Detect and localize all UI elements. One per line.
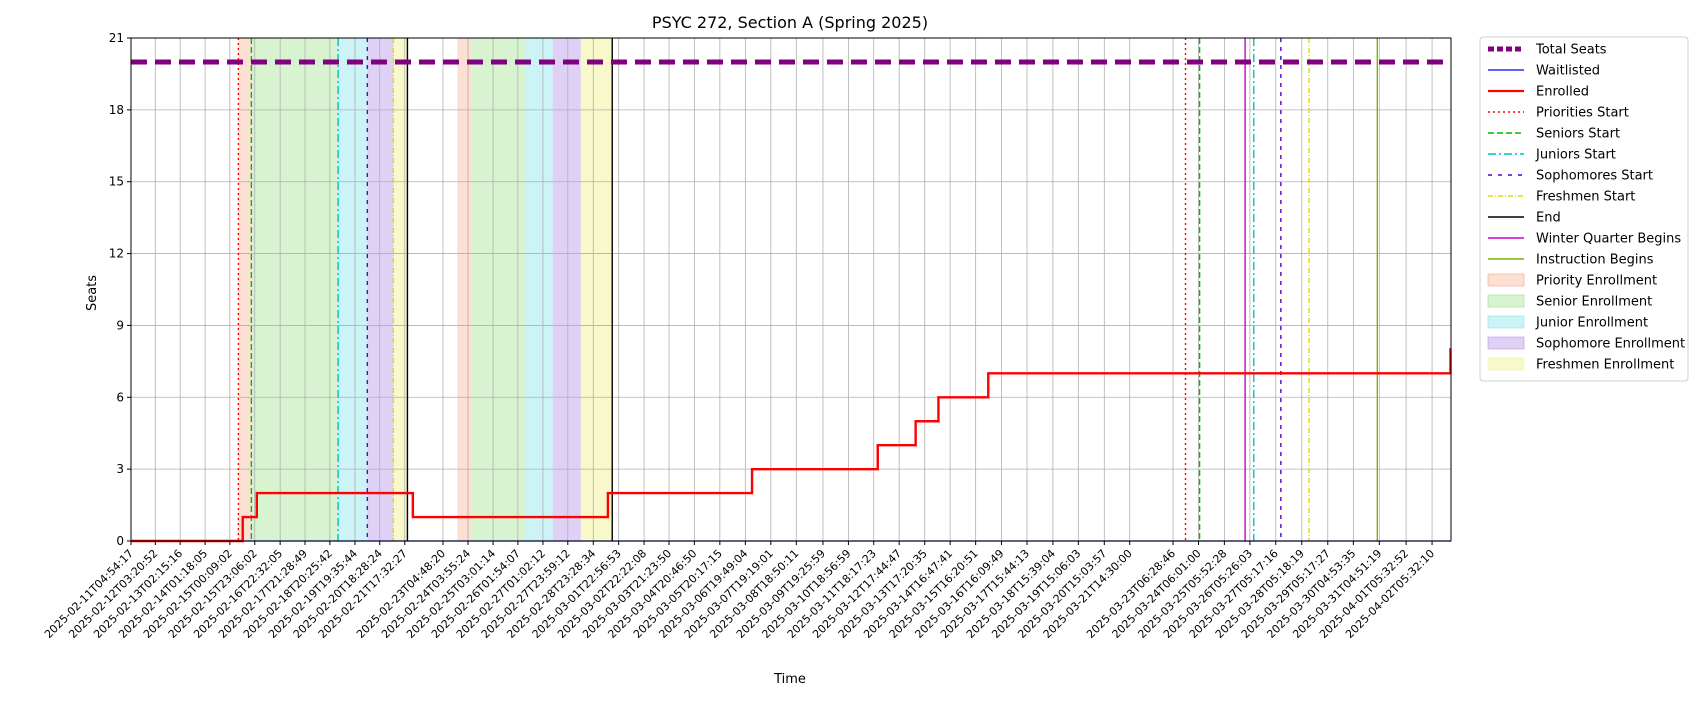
- legend-label-1: Waitlisted: [1536, 64, 1600, 79]
- y-tick-label-7: 21: [109, 31, 124, 45]
- legend-label-13: Junior Enrollment: [1535, 316, 1648, 331]
- y-tick-label-2: 6: [116, 390, 124, 404]
- chart-title: PSYC 272, Section A (Spring 2025): [652, 13, 928, 32]
- period-band-3-1: [552, 38, 581, 541]
- legend-swatch-11: [1487, 273, 1525, 287]
- period-band-4-0: [393, 38, 408, 541]
- period-band-2-0: [338, 38, 368, 541]
- legend-box: [1479, 36, 1689, 382]
- y-tick-label-0: 0: [116, 534, 124, 548]
- legend-label-0: Total Seats: [1535, 43, 1607, 58]
- axes-frame: [130, 37, 1452, 542]
- y-tick-label-1: 3: [116, 462, 124, 476]
- period-band-1-0: [251, 38, 339, 541]
- legend-label-12: Senior Enrollment: [1536, 295, 1652, 310]
- y-tick-label-6: 18: [109, 103, 124, 117]
- series-line-2: [131, 348, 1452, 543]
- legend-label-9: Winter Quarter Begins: [1536, 232, 1681, 247]
- legend-swatch-15: [1487, 357, 1525, 371]
- legend-swatch-14: [1487, 336, 1525, 350]
- plot-area: 0369121518212025-02-11T04:54:172025-02-1…: [42, 31, 1452, 641]
- x-axis-label: Time: [773, 672, 806, 687]
- period-band-1-1: [471, 38, 526, 541]
- y-axis-label: Seats: [85, 275, 100, 311]
- y-tick-label-5: 15: [109, 175, 124, 189]
- period-band-0-1: [457, 38, 472, 541]
- legend-swatch-12: [1487, 294, 1525, 308]
- legend-label-2: Enrolled: [1536, 85, 1589, 100]
- y-tick-label-3: 9: [116, 318, 124, 332]
- legend-label-14: Sophomore Enrollment: [1536, 337, 1685, 352]
- legend-label-7: Freshmen Start: [1536, 190, 1635, 205]
- legend-swatch-13: [1487, 315, 1525, 329]
- legend: Total Seats Waitlisted Enrolled Priorities …: [1479, 36, 1689, 382]
- legend-label-5: Juniors Start: [1535, 148, 1616, 163]
- legend-label-8: End: [1536, 211, 1561, 226]
- legend-label-3: Priorities Start: [1536, 106, 1629, 121]
- period-band-4-1: [580, 38, 613, 541]
- legend-label-15: Freshmen Enrollment: [1536, 358, 1674, 373]
- y-tick-label-4: 12: [109, 247, 124, 261]
- period-band-2-1: [525, 38, 553, 541]
- legend-label-10: Instruction Begins: [1536, 253, 1654, 268]
- period-band-0-0: [238, 38, 252, 541]
- legend-label-11: Priority Enrollment: [1536, 274, 1657, 289]
- legend-label-4: Seniors Start: [1536, 127, 1620, 142]
- period-band-3-0: [367, 38, 394, 541]
- legend-label-6: Sophomores Start: [1536, 169, 1653, 184]
